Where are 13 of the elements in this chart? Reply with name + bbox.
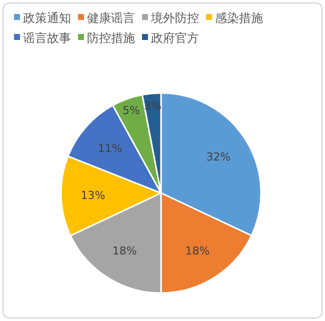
data-label: 13%	[80, 189, 106, 202]
legend-label: 健康谣言	[87, 11, 135, 25]
data-label: 18%	[112, 244, 137, 258]
data-label: 11%	[98, 142, 122, 156]
data-label: 32%	[206, 150, 231, 164]
legend-label: 境外防控	[150, 11, 199, 25]
data-label: 18%	[185, 244, 210, 258]
data-label: 5%	[122, 104, 140, 118]
legend-label: 政府官方	[151, 31, 199, 45]
legend-label: 防控措施	[87, 31, 135, 45]
legend-label: 政策通知	[23, 11, 71, 25]
legend-label: 谣言故事	[23, 31, 71, 45]
legend-label: 感染措施	[215, 11, 263, 25]
